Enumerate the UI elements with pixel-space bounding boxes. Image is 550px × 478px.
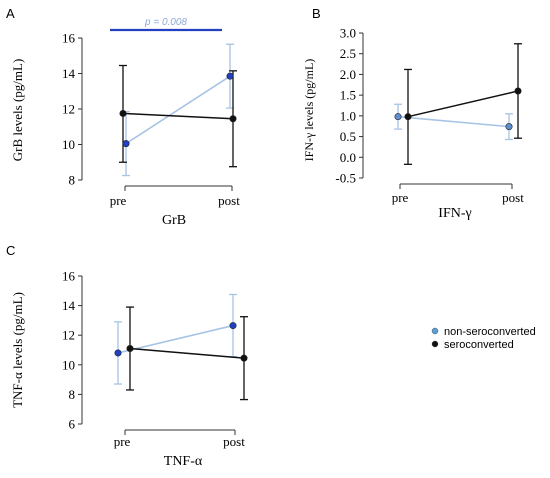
y-tick-label: 6 — [69, 417, 76, 432]
x-tick-label-post: post — [223, 434, 245, 449]
x-tick-label-pre: pre — [392, 190, 409, 205]
panel-label-c: C — [6, 243, 15, 258]
y-tick-label: 10 — [62, 137, 75, 152]
y-tick-label: 1.5 — [340, 88, 356, 103]
panel-label-a: A — [6, 6, 15, 21]
y-tick-label: 14 — [62, 298, 76, 313]
series-line-seroconverted — [122, 112, 234, 120]
data-point-seroconverted — [126, 345, 134, 353]
data-point-non-seroconverted — [226, 72, 234, 80]
series-line-seroconverted — [129, 347, 245, 359]
legend-marker-seroconverted — [431, 340, 439, 348]
x-axis-title-b: IFN-γ — [438, 206, 471, 221]
panel-b: B 3.0 2.5 2.0 1.5 1.0 0.5 0.0 -0.5 pre post IFN… — [302, 6, 524, 221]
x-tick-label-post: post — [502, 190, 524, 205]
y-ticks-a: 8 10 12 14 16 — [62, 31, 82, 188]
y-tick-label: 8 — [69, 387, 76, 402]
y-tick-label: 12 — [62, 328, 75, 343]
x-axis-title-c: TNF-α — [164, 454, 203, 469]
y-tick-label: 2.5 — [340, 46, 356, 61]
data-point-non-seroconverted — [505, 123, 513, 131]
y-tick-label: 0.0 — [340, 150, 356, 165]
data-marks-c — [114, 293, 248, 401]
data-point-seroconverted — [119, 109, 127, 117]
y-tick-label: 10 — [62, 357, 75, 372]
y-tick-label: 12 — [62, 102, 75, 117]
x-tick-label-pre: pre — [114, 434, 131, 449]
y-tick-label: 16 — [62, 269, 76, 284]
y-tick-label: 8 — [69, 173, 76, 188]
panel-a: A p = 0.008 8 10 12 14 16 pre post GrB GrB l… — [6, 6, 240, 228]
panel-label-b: B — [312, 6, 321, 21]
series-line-non-seroconverted — [125, 75, 231, 145]
y-ticks-b: 3.0 2.5 2.0 1.5 1.0 0.5 0.0 -0.5 — [335, 26, 363, 186]
data-point-seroconverted — [229, 115, 237, 123]
legend-label-seroconverted: seroconverted — [444, 339, 514, 351]
data-point-non-seroconverted — [229, 322, 237, 330]
y-tick-label: -0.5 — [335, 171, 356, 186]
legend-marker-non-seroconverted — [431, 327, 439, 335]
data-marks-a — [119, 43, 237, 177]
data-point-seroconverted — [404, 113, 412, 121]
data-point-seroconverted — [514, 87, 522, 95]
data-point-non-seroconverted — [122, 140, 130, 148]
legend: non-seroconverted seroconverted — [431, 326, 536, 351]
y-tick-label: 2.0 — [340, 67, 356, 82]
x-tick-label-pre: pre — [110, 193, 127, 208]
x-tick-label-post: post — [218, 193, 240, 208]
y-tick-label: 0.5 — [340, 129, 356, 144]
p-value-annotation: p = 0.008 — [144, 17, 187, 28]
y-axis-title-a: GrB levels (pg/mL) — [10, 59, 25, 162]
data-point-non-seroconverted — [394, 113, 402, 121]
series-line-seroconverted — [407, 90, 519, 118]
data-marks-b — [394, 43, 522, 165]
y-tick-label: 3.0 — [340, 26, 356, 41]
y-axis-title-b: IFN-γ levels (pg/mL) — [302, 59, 316, 162]
panel-c: C 6 8 10 12 14 16 pre post TNF-α TNF-α levels… — [6, 243, 248, 469]
x-axis-title-a: GrB — [162, 213, 186, 228]
data-point-non-seroconverted — [114, 349, 122, 357]
legend-label-non-seroconverted: non-seroconverted — [444, 326, 536, 338]
series-line-non-seroconverted — [397, 115, 510, 128]
data-point-seroconverted — [240, 354, 248, 362]
y-tick-label: 1.0 — [340, 108, 356, 123]
y-ticks-c: 6 8 10 12 14 16 — [62, 269, 82, 432]
y-tick-label: 16 — [62, 31, 76, 46]
y-tick-label: 14 — [62, 66, 76, 81]
y-axis-title-c: TNF-α levels (pg/mL) — [10, 292, 25, 408]
